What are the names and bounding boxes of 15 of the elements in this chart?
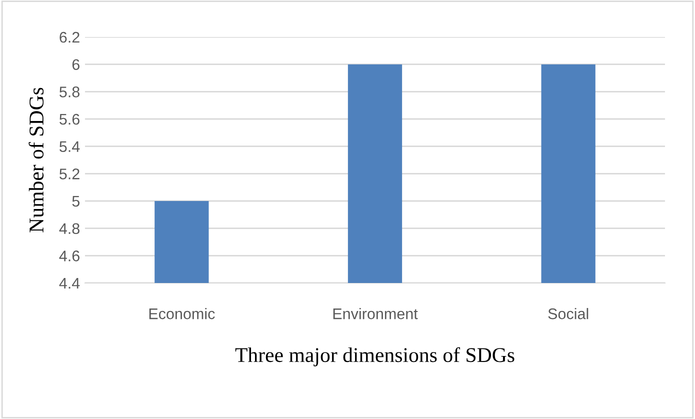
y-tick-label: 5.6 (60, 114, 80, 125)
x-tick-label: Social (548, 308, 588, 320)
x-tick-label: Environment (333, 308, 418, 320)
x-tick-label: Economic (149, 308, 215, 320)
y-tick-label: 5.2 (60, 168, 80, 180)
y-tick-label: 5.8 (60, 86, 80, 98)
y-tick-label: 4.4 (59, 278, 80, 289)
y-tick-label: 5 (72, 196, 80, 207)
y-tick-label: 6.2 (60, 32, 80, 43)
y-axis-title: Number of SDGs (28, 88, 44, 232)
y-tick-label: 5.4 (60, 141, 80, 152)
y-tick-label: 6 (72, 59, 80, 70)
y-tick-label: 4.8 (59, 223, 80, 234)
x-axis-title: Three major dimensions of SDGs (235, 347, 514, 366)
y-tick-label: 4.6 (59, 250, 80, 262)
